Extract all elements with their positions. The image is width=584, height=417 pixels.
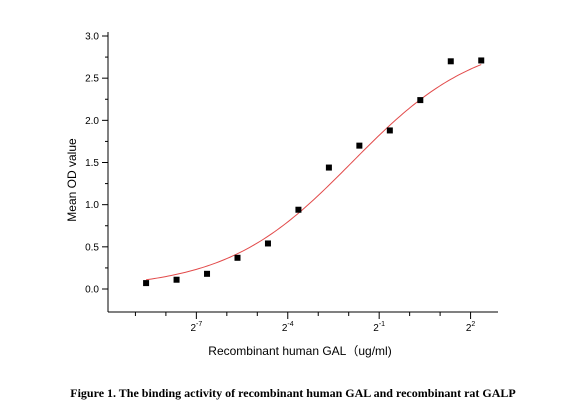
data-point — [295, 206, 302, 213]
data-point — [173, 276, 180, 283]
x-tick-label: 2-4 — [282, 321, 294, 334]
data-point — [234, 254, 241, 261]
x-tick-label: 2-1 — [373, 321, 385, 334]
data-point — [204, 270, 211, 277]
x-axis-title: Recombinant human GAL（ug/ml) — [208, 344, 391, 358]
data-point — [356, 142, 363, 149]
data-point — [325, 164, 332, 171]
y-tick-label: 3.0 — [85, 32, 99, 43]
fit-curve-layer — [146, 64, 482, 281]
y-tick-label: 1.5 — [85, 158, 99, 169]
y-tick-label: 2.0 — [85, 116, 99, 127]
y-tick-label: 2.5 — [85, 74, 99, 85]
fit-curve — [146, 64, 482, 281]
x-tick-labels: 2-7 2-4 2-1 22 — [190, 321, 475, 334]
axes — [102, 32, 498, 319]
data-point — [447, 58, 454, 65]
data-point — [264, 240, 271, 247]
y-tick-label: 0.5 — [85, 242, 99, 253]
data-point — [386, 127, 393, 134]
y-axis-title: Mean OD value — [65, 138, 79, 222]
y-tick-labels: 0.0 0.5 1.0 1.5 2.0 2.5 3.0 — [85, 32, 99, 296]
data-points — [143, 57, 485, 287]
data-point — [478, 57, 485, 64]
y-tick-label: 0.0 — [85, 285, 99, 296]
x-tick-label: 2-7 — [190, 321, 202, 334]
data-point — [143, 280, 150, 287]
data-point — [417, 97, 424, 104]
x-tick-label: 22 — [466, 321, 476, 334]
figure-caption: Figure 1. The binding activity of recomb… — [70, 386, 516, 400]
y-tick-label: 1.0 — [85, 200, 99, 211]
